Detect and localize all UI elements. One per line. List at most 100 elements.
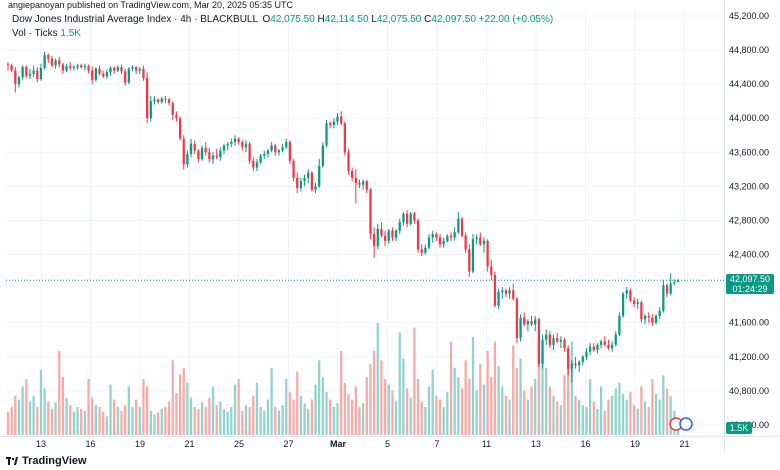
footer: TradingView — [0, 452, 780, 470]
candlestick-chart[interactable]: 45,200.00 44,800.00 44,400.00 44,000.00 43,6… — [0, 0, 780, 452]
volume-bar — [76, 407, 79, 435]
volume-bar — [6, 411, 10, 435]
volume-bar — [28, 401, 32, 435]
volume-bar — [124, 405, 127, 435]
volume-bar — [131, 407, 134, 435]
candle-body — [193, 143, 196, 151]
y-tick-label: 45,200.00 — [729, 11, 769, 21]
candle-body — [230, 142, 233, 144]
volume-bar — [596, 408, 599, 435]
volume-bar — [460, 388, 464, 435]
change-value: +22.00 (+0.05%) — [478, 14, 554, 25]
symbol-legend: Dow Jones Industrial Average Index · 4h … — [12, 14, 553, 25]
x-tick-label: 21 — [184, 439, 194, 449]
event-marker-icon — [679, 417, 693, 431]
volume-bar — [237, 379, 240, 435]
volume-bar — [610, 395, 614, 435]
candle-body — [453, 232, 456, 238]
symbol-title: Dow Jones Industrial Average Index · 4h … — [12, 14, 258, 25]
volume-bar — [69, 405, 72, 435]
candle-body — [80, 65, 83, 68]
volume-bar — [156, 412, 160, 435]
volume-bar — [526, 399, 530, 435]
candle-body — [501, 290, 504, 293]
candle-body — [504, 290, 508, 294]
candle-body — [299, 181, 303, 189]
candle-body — [347, 152, 350, 172]
volume-bar — [405, 388, 409, 435]
candle-body — [351, 171, 354, 178]
candle-body — [50, 58, 54, 66]
candle-body — [435, 234, 438, 238]
volume-bar — [94, 405, 98, 435]
candle-body — [336, 116, 339, 122]
candle-body — [537, 319, 541, 364]
candle-body — [160, 98, 163, 103]
candle-body — [497, 292, 500, 306]
volume-bar — [365, 377, 368, 435]
volume-bar — [358, 407, 361, 435]
candle-body — [420, 249, 423, 253]
volume-bar — [567, 358, 570, 435]
volume-bar — [449, 341, 453, 435]
volume-bar — [120, 410, 123, 435]
volume-bar — [230, 407, 233, 435]
candle-body — [332, 121, 335, 126]
candle-body — [219, 150, 222, 158]
candle-body — [131, 67, 134, 69]
candle-body — [69, 66, 72, 68]
volume-bar — [475, 390, 478, 435]
candle-body — [464, 235, 467, 250]
volume-bar — [61, 377, 65, 435]
volume-bar — [175, 393, 178, 435]
candle-body — [391, 230, 394, 238]
candle-body — [640, 302, 643, 320]
volume-bar — [442, 407, 445, 435]
candle-body — [109, 67, 112, 73]
candle-body — [559, 339, 562, 342]
candle-body — [449, 235, 453, 238]
volume-bar — [523, 390, 526, 435]
candle-body — [490, 266, 493, 275]
volume-bar — [398, 332, 401, 435]
volume-bar — [43, 388, 46, 435]
candle-body — [226, 143, 229, 146]
candle-body — [442, 240, 445, 245]
volume-bar — [10, 407, 13, 435]
candle-body — [105, 72, 108, 77]
candle-body — [651, 317, 654, 323]
volume-bar — [145, 386, 149, 435]
footer-brand: TradingView — [22, 455, 87, 467]
volume-bar — [383, 379, 387, 435]
volume-bar — [578, 399, 581, 435]
candle-body — [468, 249, 471, 272]
candle-body — [10, 65, 13, 71]
volume-value: 1.5K — [60, 28, 81, 39]
volume-bar — [556, 401, 559, 435]
candle-body — [581, 356, 584, 362]
y-tick-label: 43,200.00 — [729, 181, 769, 191]
candle-body — [127, 68, 130, 83]
volume-bar — [17, 399, 21, 435]
volume-bar — [607, 399, 610, 435]
candle-body — [654, 315, 658, 323]
candle-body — [281, 147, 284, 151]
volume-bar — [420, 401, 423, 435]
candle-body — [596, 344, 599, 350]
volume-bar — [241, 410, 244, 435]
y-tick-label: 44,400.00 — [729, 79, 769, 89]
x-tick-label: 5 — [385, 439, 390, 449]
candle-body — [457, 218, 460, 233]
volume-bar — [541, 352, 544, 435]
close-value: 42,097.50 — [431, 14, 476, 25]
candle-body — [599, 341, 603, 345]
candle-body — [424, 247, 427, 253]
volume-bar — [72, 411, 76, 435]
candle-body — [164, 98, 167, 100]
candle-body — [288, 142, 292, 161]
volume-bar — [614, 388, 617, 435]
candle-body — [76, 65, 79, 68]
candle-body — [632, 300, 636, 304]
candle-body — [380, 228, 383, 236]
volume-bar — [588, 379, 592, 435]
